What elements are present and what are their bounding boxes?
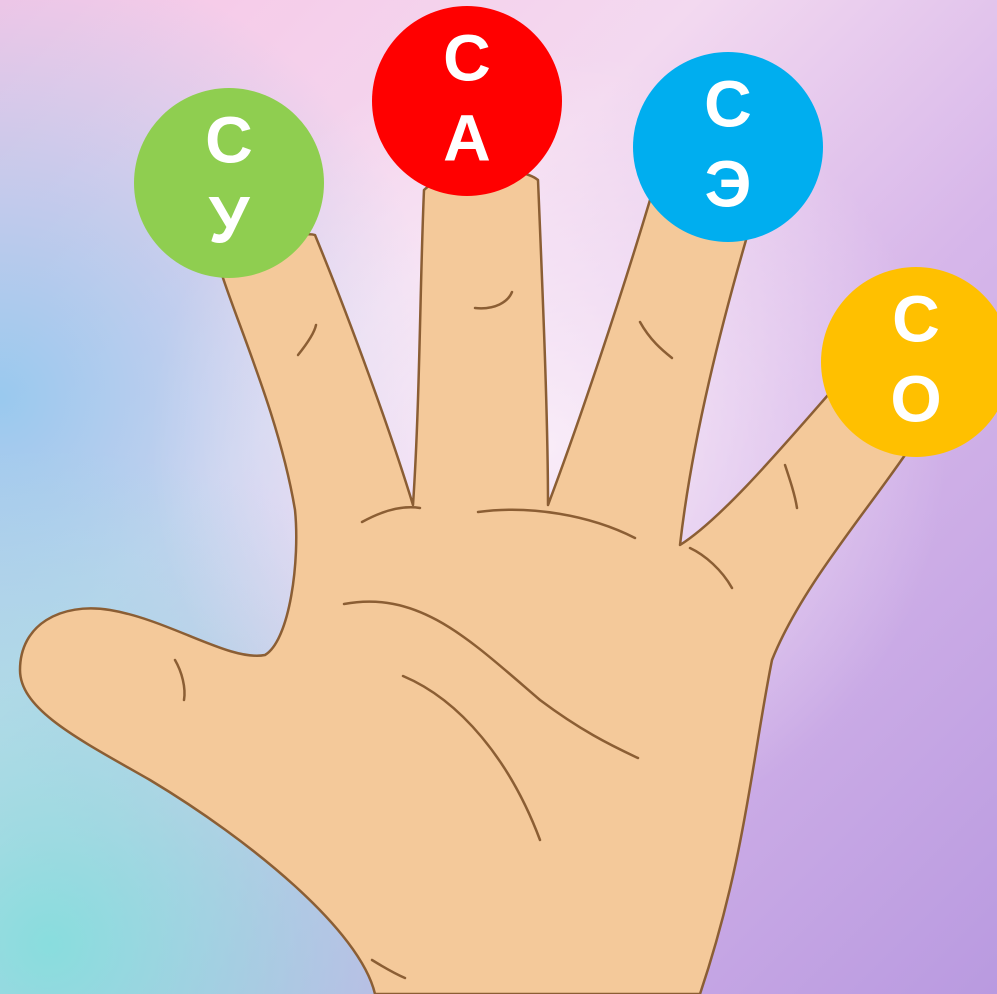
letter-top: С [443,20,491,94]
letter-bottom: У [208,182,250,256]
illustration: СУСАСЭСО [0,0,997,994]
syllable-circle: СЭ [633,52,823,242]
letter-top: С [892,281,940,355]
letter-bottom: А [443,100,491,174]
letter-top: С [704,66,752,140]
syllable-circle: СА [372,6,562,196]
letter-bottom: О [890,361,941,435]
letter-bottom: Э [705,146,752,220]
syllable-circle: СУ [134,88,324,278]
letter-top: С [205,102,253,176]
page: СУСАСЭСО (() => { const data = JSON.pars… [0,0,997,994]
